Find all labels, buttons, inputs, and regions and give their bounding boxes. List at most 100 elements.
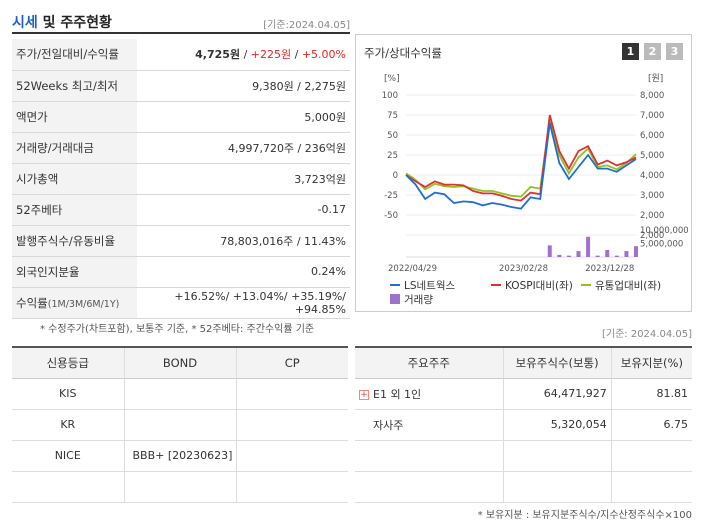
bond-cell: [124, 409, 237, 441]
left-tick-label: -50: [384, 211, 398, 221]
row-label: 시가총액: [12, 163, 137, 195]
title-main: 시세: [12, 15, 38, 31]
right-tick-label: 8,000: [640, 91, 664, 101]
returns-label: 수익률: [16, 295, 48, 310]
chart-tab-1[interactable]: 1: [622, 43, 639, 60]
table-row: 액면가 5,000원: [12, 101, 350, 133]
right-tick-label: 3,000: [640, 191, 664, 201]
cp-cell: [236, 440, 348, 472]
cp-cell: [236, 471, 348, 503]
row-label: 수익률(1M/3M/6M/1Y): [12, 287, 137, 319]
price-change: +225원: [250, 48, 292, 62]
volume-bar: [557, 254, 562, 257]
legend-label: 거래량: [404, 294, 433, 306]
holder-name[interactable]: E1 외 1인: [373, 387, 422, 401]
quote-table: 주가/전일대비/수익률 4,725원 / +225원 / +5.00% 52We…: [12, 39, 350, 319]
table-row: [12, 471, 348, 503]
returns-value: +16.52%/ +13.04%/ +35.19%/ +94.85%: [137, 287, 350, 319]
legend-label: 유통업대비(좌): [595, 279, 661, 292]
table-header-row: 주요주주 보유주식수(보통) 보유지분(%): [355, 346, 692, 379]
table-row: 52Weeks 최고/최저 9,380원 / 2,275원: [12, 70, 350, 102]
agency-cell: KR: [12, 409, 125, 441]
volume-tick-label: 5,000,000: [640, 240, 683, 250]
chart-tab-3[interactable]: 3: [666, 43, 683, 60]
series-line: [405, 118, 637, 198]
chart-tab-2[interactable]: 2: [644, 43, 661, 60]
column-header: 보유주식수(보통): [503, 346, 612, 379]
bond-cell: [124, 378, 237, 410]
current-price: 4,725원: [195, 48, 241, 62]
bond-cell: BBB+ [20230623]: [124, 440, 237, 472]
cp-cell: [236, 378, 348, 410]
row-label: 주가/전일대비/수익률: [12, 39, 137, 71]
returns-period-label: (1M/3M/6M/1Y): [47, 298, 120, 310]
volume-bar: [547, 245, 552, 257]
credit-rating-table: 신용등급 BOND CP KIS KR NICE BBB+ [20230623]: [12, 346, 348, 503]
column-header: 신용등급: [12, 346, 125, 379]
row-value: 4,997,720주 / 236억원: [137, 132, 350, 164]
price-change-pct: +5.00%: [301, 48, 346, 62]
table-row: 시가총액 3,723억원: [12, 163, 350, 195]
shares-cell: [503, 471, 612, 503]
series-line: [405, 122, 637, 210]
row-label: 52Weeks 최고/최저: [12, 70, 137, 102]
price-value: 4,725원 / +225원 / +5.00%: [137, 39, 350, 71]
quote-note: * 수정주가(차트포함), 보통주 기준, * 52주베타: 주간수익률 기준: [40, 324, 315, 335]
agency-cell: NICE: [12, 440, 125, 472]
table-row: 발행주식수/유동비율 78,803,016주 / 11.43%: [12, 225, 350, 257]
price-chart: [%] [원] 100 8,000 75 7,000 50 6,000 25 5,000 0 4,00…: [382, 73, 689, 306]
volume-tick-label: 10,000,000: [640, 226, 689, 236]
shares-cell: [503, 440, 612, 472]
shares-cell: 64,471,927: [503, 378, 612, 410]
pct-cell: 81.81: [611, 378, 692, 410]
table-row: 자사주 5,320,054 6.75: [355, 409, 692, 441]
right-tick-label: 4,000: [640, 171, 664, 181]
row-value: -0.17: [137, 194, 350, 226]
x-tick-label: 2022/04/29: [388, 264, 437, 274]
section-header: 시세 및 주주현황 [기준:2024.04.05]: [12, 6, 350, 34]
volume-bar: [595, 255, 600, 257]
table-row: 수익률(1M/3M/6M/1Y) +16.52%/ +13.04%/ +35.1…: [12, 287, 350, 319]
volume-bar: [634, 246, 638, 257]
legend-swatch: [390, 294, 400, 304]
row-label: 52주베타: [12, 194, 137, 226]
expand-icon[interactable]: +: [359, 389, 369, 400]
holders-note: * 보유지분 : 보유지분주식수/지수산정주식수×100: [477, 510, 692, 521]
row-value: 3,723억원: [137, 163, 350, 195]
volume-bar: [624, 251, 629, 257]
left-tick-label: 100: [382, 91, 398, 101]
cp-cell: [236, 409, 348, 441]
left-tick-label: 25: [387, 151, 398, 161]
column-header: 보유지분(%): [611, 346, 692, 379]
table-row: 거래량/거래대금 4,997,720주 / 236억원: [12, 132, 350, 164]
agency-cell: [12, 471, 125, 503]
pct-cell: [611, 471, 692, 503]
table-row: [355, 471, 692, 503]
title-rest: 및 주주현황: [37, 15, 112, 31]
volume-bar: [566, 255, 571, 257]
reference-date-2: [기준: 2024.04.05]: [601, 329, 692, 340]
x-tick-label: 2023/02/28: [499, 264, 548, 274]
row-value: 5,000원: [137, 101, 350, 133]
row-value: 0.24%: [137, 256, 350, 288]
table-row: + E1 외 1인 64,471,927 81.81: [355, 378, 692, 410]
table-row: [355, 440, 692, 472]
reference-date: [기준:2024.04.05]: [263, 20, 350, 31]
series-line: [405, 114, 637, 202]
right-tick-label: 5,000: [640, 151, 664, 161]
legend-label: KOSPI대비(좌): [505, 280, 573, 292]
column-header: 주요주주: [355, 346, 504, 379]
volume-bar: [605, 249, 610, 257]
table-row: 주가/전일대비/수익률 4,725원 / +225원 / +5.00%: [12, 39, 350, 71]
volume-bar: [614, 255, 619, 257]
section-title: 시세 및 주주현황: [12, 12, 112, 32]
volume-bar: [586, 236, 591, 257]
chart-title: 주가/상대수익률: [364, 46, 442, 60]
row-label: 거래량/거래대금: [12, 132, 137, 164]
left-tick-label: 75: [387, 111, 398, 121]
row-value: 78,803,016주 / 11.43%: [137, 225, 350, 257]
right-tick-label: 2,000: [640, 211, 664, 221]
holder-name-cell: [355, 471, 504, 503]
